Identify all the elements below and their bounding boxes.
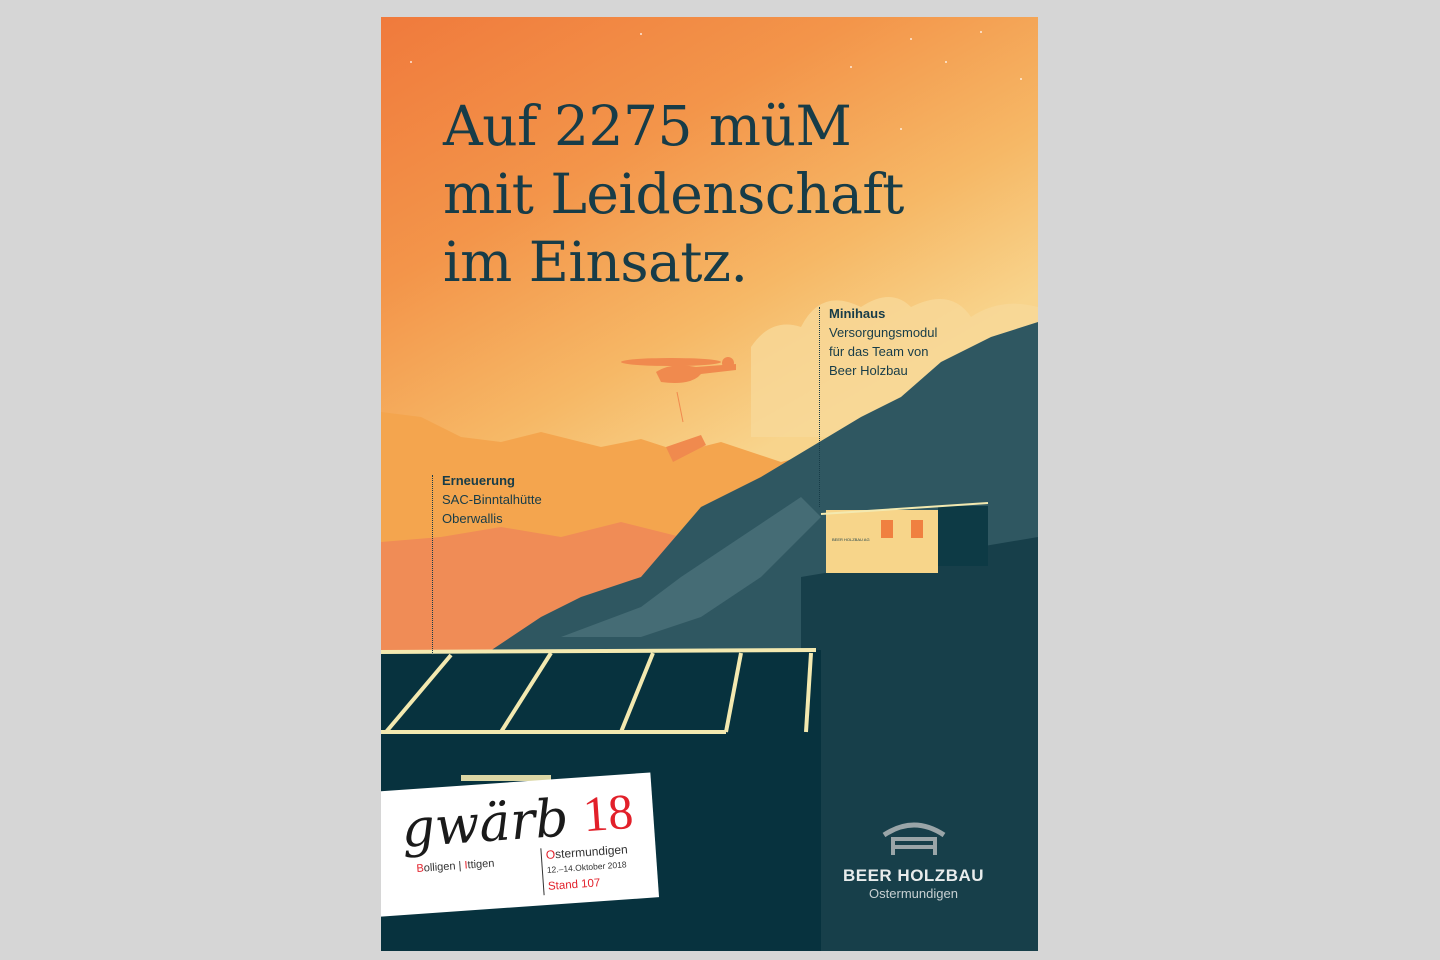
minihaus-line: Beer Holzbau bbox=[829, 363, 908, 378]
erneuerung-pointer-line bbox=[432, 475, 433, 655]
event-details: Ostermundigen 12.–14.Oktober 2018 Stand … bbox=[540, 842, 631, 896]
house-logo-icon bbox=[882, 822, 945, 855]
hut-window bbox=[881, 520, 893, 538]
minihaus-annotation: Minihaus Versorgungsmodul für das Team v… bbox=[829, 304, 937, 380]
erneuerung-line: SAC-Binntalhütte bbox=[442, 492, 542, 507]
rock-face bbox=[561, 497, 821, 637]
hut-shed bbox=[938, 506, 988, 566]
erneuerung-annotation: Erneuerung SAC-Binntalhütte Oberwallis bbox=[442, 471, 542, 528]
headline-line: Auf 2275 müM bbox=[443, 94, 852, 158]
erneuerung-line: Oberwallis bbox=[442, 511, 503, 526]
stars bbox=[410, 31, 1022, 130]
hut-sign: BEER HOLZBAU AG bbox=[832, 537, 870, 542]
headline-line: mit Leidenschaft bbox=[443, 162, 904, 226]
gwaerb-sticker: gwärb 18 Bolligen | Ittigen Ostermundige… bbox=[381, 772, 660, 917]
event-year: 18 bbox=[581, 782, 635, 843]
hut-window bbox=[911, 520, 923, 538]
helicopter bbox=[621, 357, 736, 462]
minihaus-title: Minihaus bbox=[829, 306, 886, 321]
town-name: ttigen bbox=[467, 857, 495, 872]
logo-name: BEER HOLZBAU bbox=[842, 866, 985, 885]
skylight bbox=[461, 775, 551, 781]
headline: Auf 2275 müM mit Leidenschaft im Einsatz… bbox=[443, 92, 904, 296]
minihaus-pointer-line bbox=[819, 307, 820, 507]
headline-line: im Einsatz. bbox=[443, 230, 748, 294]
erneuerung-title: Erneuerung bbox=[442, 473, 515, 488]
town-name: olligen bbox=[423, 860, 456, 875]
poster: BEER HOLZBAU AG Auf 2275 müM mit Leidens… bbox=[381, 17, 1038, 951]
minihaus-line: für das Team von bbox=[829, 344, 929, 359]
mountain-shadow bbox=[801, 537, 1038, 951]
event-stand: Stand 107 bbox=[547, 877, 601, 893]
hut-roof-edge bbox=[820, 502, 989, 515]
roof-panels bbox=[381, 648, 817, 734]
event-towns: Bolligen | Ittigen bbox=[416, 857, 495, 876]
logo-city: Ostermundigen bbox=[869, 886, 958, 901]
beer-holzbau-logo: BEER HOLZBAU Ostermundigen bbox=[831, 817, 996, 901]
minihaus-line: Versorgungsmodul bbox=[829, 325, 938, 340]
